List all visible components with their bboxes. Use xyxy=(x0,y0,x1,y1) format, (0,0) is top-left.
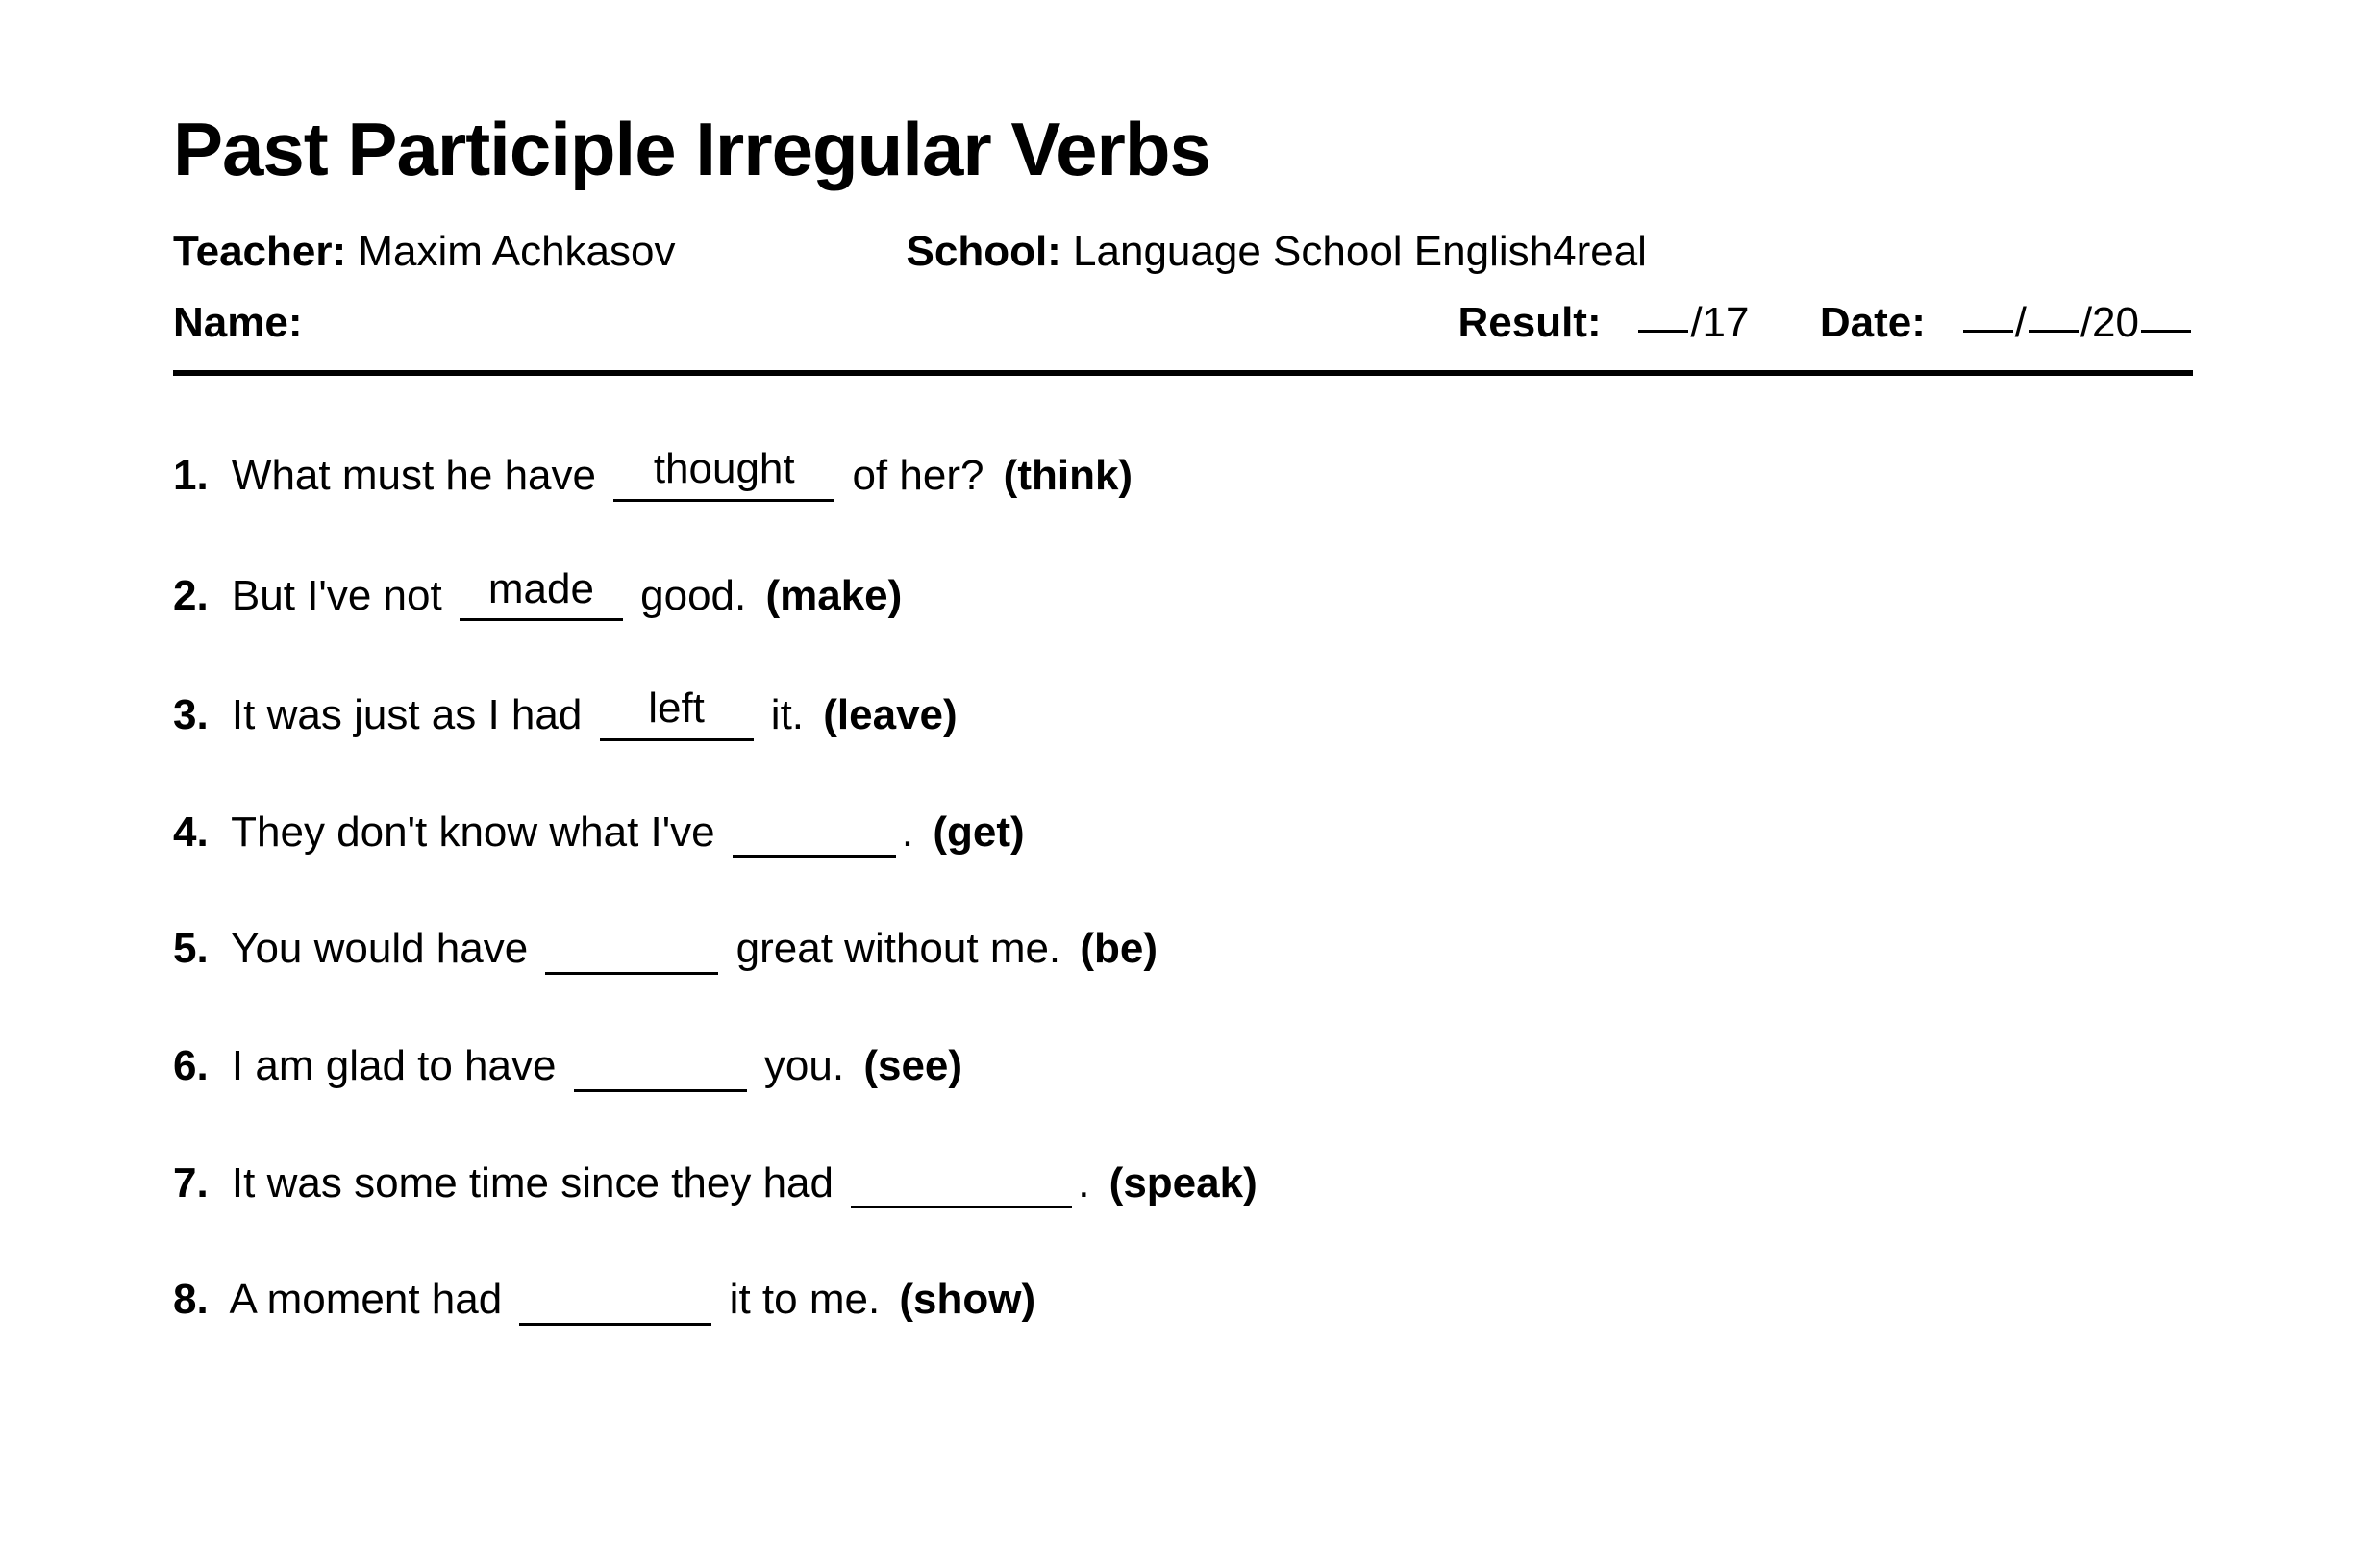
meta-row-1: Teacher: Maxim Achkasov School: Language… xyxy=(173,228,2193,276)
question-row: 7. It was some time since they had . (sp… xyxy=(173,1154,2193,1213)
question-row: 5. You would have great without me. (be) xyxy=(173,919,2193,979)
question-number: 2. xyxy=(173,566,209,626)
answer-blank[interactable] xyxy=(851,1206,1072,1208)
question-text-post: of her? xyxy=(840,446,995,506)
question-row: 1. What must he have thought of her? (th… xyxy=(173,443,2193,506)
questions-list: 1. What must he have thought of her? (th… xyxy=(173,443,2193,1330)
question-text-post: good. xyxy=(629,566,759,626)
question-number: 8. xyxy=(173,1270,209,1330)
question-text-post: it to me. xyxy=(717,1270,891,1330)
worksheet-page: Past Participle Irregular Verbs Teacher:… xyxy=(0,0,2366,1568)
meta-row-2: Name: Result: /17 Date: / /20 xyxy=(173,299,2193,347)
question-text-pre: They don't know what I've xyxy=(220,803,727,862)
result-blank[interactable] xyxy=(1638,330,1688,333)
question-text-pre: But I've not xyxy=(220,566,454,626)
gap xyxy=(1761,299,1808,346)
question-number: 4. xyxy=(173,803,209,862)
question-text-post: it. xyxy=(760,685,816,745)
school-value: Language School English4real xyxy=(1061,228,1647,275)
question-text-pre: You would have xyxy=(220,919,540,979)
answer-blank[interactable] xyxy=(733,855,896,858)
question-number: 7. xyxy=(173,1154,209,1213)
question-text-pre: What must he have xyxy=(220,446,609,506)
verb-hint: (leave) xyxy=(823,685,957,745)
verb-hint: (show) xyxy=(899,1270,1035,1330)
date-label: Date: xyxy=(1820,299,1926,346)
verb-hint: (speak) xyxy=(1109,1154,1258,1213)
date-month-blank[interactable] xyxy=(2029,330,2079,333)
name-label: Name: xyxy=(173,299,303,346)
question-number: 6. xyxy=(173,1036,209,1096)
question-text-post: great without me. xyxy=(724,919,1072,979)
verb-hint: (get) xyxy=(933,803,1024,862)
date-day-blank[interactable] xyxy=(1963,330,2013,333)
verb-hint: (make) xyxy=(765,566,902,626)
teacher-label: Teacher: xyxy=(173,228,346,275)
result-total: /17 xyxy=(1690,299,1749,346)
answer-blank[interactable]: thought xyxy=(613,439,834,502)
question-text-post: you. xyxy=(753,1036,857,1096)
page-title: Past Participle Irregular Verbs xyxy=(173,106,2193,193)
school-field: School: Language School English4real xyxy=(907,228,1647,276)
school-label: School: xyxy=(907,228,1061,275)
name-field: Name: xyxy=(173,299,303,347)
header-divider xyxy=(173,370,2193,376)
question-text-pre: I am glad to have xyxy=(220,1036,568,1096)
space2 xyxy=(1937,299,1949,346)
question-number: 3. xyxy=(173,685,209,745)
answer-blank[interactable] xyxy=(574,1089,747,1092)
answer-blank[interactable]: left xyxy=(600,679,754,741)
date-year-blank[interactable] xyxy=(2141,330,2191,333)
result-label: Result: xyxy=(1457,299,1601,346)
question-number: 1. xyxy=(173,446,209,506)
verb-hint: (be) xyxy=(1080,919,1158,979)
verb-hint: (see) xyxy=(863,1036,962,1096)
question-text-post: . xyxy=(1078,1154,1101,1213)
date-sep1: / xyxy=(2015,299,2027,346)
question-number: 5. xyxy=(173,919,209,979)
question-row: 4. They don't know what I've . (get) xyxy=(173,803,2193,862)
date-year-prefix: /20 xyxy=(2080,299,2139,346)
answer-blank[interactable]: made xyxy=(460,560,623,622)
teacher-field: Teacher: Maxim Achkasov xyxy=(173,228,676,276)
answer-blank[interactable] xyxy=(519,1323,711,1326)
question-row: 8. A moment had it to me. (show) xyxy=(173,1270,2193,1330)
teacher-value: Maxim Achkasov xyxy=(346,228,675,275)
question-row: 3. It was just as I had left it. (leave) xyxy=(173,683,2193,745)
question-row: 6. I am glad to have you. (see) xyxy=(173,1036,2193,1096)
question-text-pre: It was just as I had xyxy=(220,685,594,745)
space xyxy=(1613,299,1625,346)
question-text-pre: It was some time since they had xyxy=(220,1154,846,1213)
question-row: 2. But I've not made good. (make) xyxy=(173,563,2193,626)
question-text-post: . xyxy=(902,803,925,862)
verb-hint: (think) xyxy=(1004,446,1133,506)
question-text-pre: A moment had xyxy=(220,1270,514,1330)
answer-blank[interactable] xyxy=(545,972,718,975)
result-date-field: Result: /17 Date: / /20 xyxy=(1457,299,2193,347)
